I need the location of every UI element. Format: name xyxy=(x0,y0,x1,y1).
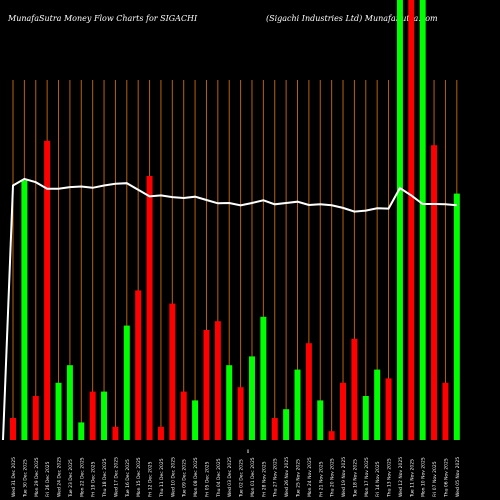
x-tick-label: Fri 05 Dec 2025 xyxy=(204,461,210,497)
x-tick-label: Mon 22 Dec 2025 xyxy=(79,457,85,497)
x-tick-label: Mon 24 Nov 2025 xyxy=(307,457,313,497)
chart-title-right: (Sigachi Industries Ltd) MunafaSutra.com xyxy=(266,14,438,23)
flow-bar xyxy=(294,369,301,440)
x-tick-label: Thu 27 Nov 2025 xyxy=(273,458,279,498)
x-tick-label: Mon 10 Nov 2025 xyxy=(421,457,427,497)
flow-bar xyxy=(283,409,290,440)
flow-bar xyxy=(123,325,130,440)
x-tick-label: Thu 20 Nov 2025 xyxy=(330,458,336,498)
flow-bar xyxy=(203,330,210,440)
x-tick-label: Fri 14 Nov 2025 xyxy=(375,461,381,497)
x-tick-label: Thu 18 Dec 2025 xyxy=(102,458,108,498)
flow-bar xyxy=(66,365,73,440)
x-tick-label: Wed 19 Nov 2025 xyxy=(341,457,347,497)
x-tick-label: Tue 23 Dec 2025 xyxy=(68,459,74,498)
flow-bar xyxy=(317,400,324,440)
flow-bar xyxy=(374,369,381,440)
flow-bar xyxy=(271,418,278,440)
x-tick-label: Mon 01 Dec 2025 xyxy=(250,457,256,497)
x-tick-labels: Wed 31 Dec 2025 Tue 30 Dec 2025 Mon 29 Dec… xyxy=(11,457,461,498)
x-tick-label: Tue 09 Dec 2025 xyxy=(182,459,188,498)
flow-bar xyxy=(180,391,187,440)
flow-bar xyxy=(328,431,335,440)
x-tick-label: Tue 18 Nov 2025 xyxy=(352,459,358,498)
flow-bar xyxy=(55,382,62,440)
flow-bar xyxy=(305,343,312,440)
flow-bar xyxy=(340,382,347,440)
x-tick-label: Fri 28 Nov 2025 xyxy=(261,461,267,497)
x-tick-label: Thu 11 Dec 2025 xyxy=(159,458,165,498)
flow-bar xyxy=(32,396,39,440)
x-tick-label: Wed 10 Dec 2025 xyxy=(170,457,176,497)
x-tick-label: Thu 13 Nov 2025 xyxy=(387,458,393,498)
flow-bar xyxy=(157,426,164,440)
flow-bars xyxy=(10,0,460,441)
x-tick-label: Wed 26 Nov 2025 xyxy=(284,457,290,497)
flow-bar xyxy=(135,290,142,440)
x-tick-label: Wed 24 Dec 2025 xyxy=(57,457,63,497)
flow-bar xyxy=(146,176,153,440)
x-tick-label: Mon 15 Dec 2025 xyxy=(136,457,142,497)
flow-bar xyxy=(214,321,221,440)
chart-title-left: MunafaSutra Money Flow Charts for SIGACH… xyxy=(7,14,198,23)
x-tick-label: Fri 12 Dec 2025 xyxy=(148,461,154,497)
x-tick-label: Fri 07 Nov 2025 xyxy=(432,461,438,497)
x-tick-label: Tue 25 Nov 2025 xyxy=(296,459,302,498)
flow-bar xyxy=(431,145,438,440)
flow-bar xyxy=(112,426,119,440)
x-tick-label: Fri 21 Nov 2025 xyxy=(318,461,324,497)
flow-bar xyxy=(248,356,255,440)
flow-bar xyxy=(419,0,426,440)
flow-bar xyxy=(237,387,244,440)
x-tick-label: Wed 17 Dec 2025 xyxy=(113,457,119,497)
x-tick-label: Thu 06 Nov 2025 xyxy=(443,458,449,498)
flow-bar xyxy=(78,422,85,440)
x-tick-label: Tue 11 Nov 2025 xyxy=(409,459,415,498)
x-tick-label: Wed 03 Dec 2025 xyxy=(227,457,233,497)
flow-bar xyxy=(44,140,51,441)
flow-bar xyxy=(408,0,415,440)
x-tick-label: Wed 12 Nov 2025 xyxy=(398,457,404,497)
flow-bar xyxy=(169,303,176,440)
x-tick-label: Tue 30 Dec 2025 xyxy=(22,459,28,498)
x-tick-label: Wed 05 Nov 2025 xyxy=(455,457,461,497)
flow-bar xyxy=(442,382,449,440)
x-tick-label: Fri 26 Dec 2025 xyxy=(45,461,51,497)
x-tick-label: Mon 17 Nov 2025 xyxy=(364,457,370,497)
price-line xyxy=(2,177,457,441)
flow-bar xyxy=(89,391,96,440)
flow-bar xyxy=(385,378,392,440)
flow-bar xyxy=(453,193,460,440)
x-tick-label: Fri 19 Dec 2025 xyxy=(91,461,97,497)
x-tick-label: Mon 29 Dec 2025 xyxy=(34,457,40,497)
flow-bar xyxy=(192,400,199,440)
flow-bar xyxy=(21,180,28,440)
x-tick-label: Mon 08 Dec 2025 xyxy=(193,457,199,497)
x-tick-label: Tue 16 Dec 2025 xyxy=(125,459,131,498)
mid-axis-label: 0 xyxy=(247,449,250,454)
price-line-group xyxy=(2,177,457,441)
flow-bar xyxy=(396,0,403,440)
flow-bar xyxy=(260,316,267,440)
flow-bar xyxy=(10,418,16,440)
x-tick-label: Tue 02 Dec 2025 xyxy=(239,459,245,498)
x-tick-label: Thu 04 Dec 2025 xyxy=(216,458,222,498)
flow-bar xyxy=(226,365,233,440)
x-tick-label: Wed 31 Dec 2025 xyxy=(11,457,17,497)
flow-bar xyxy=(101,391,108,440)
flow-bar xyxy=(351,338,358,440)
flow-bar xyxy=(362,396,369,440)
